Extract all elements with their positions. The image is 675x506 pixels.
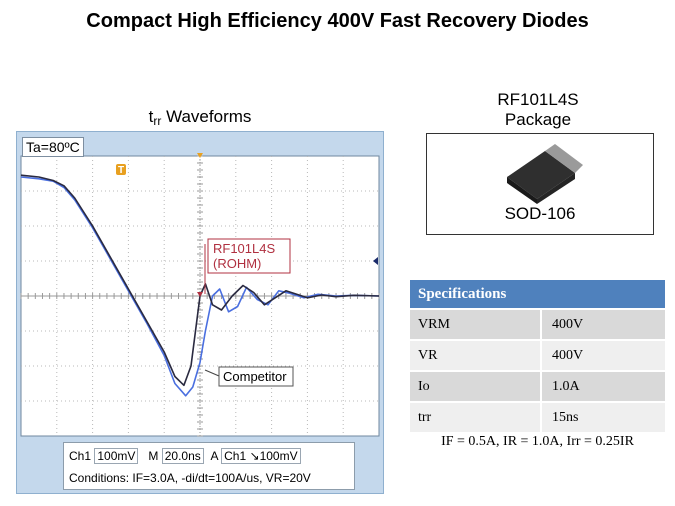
rohm-callout-text-line2: (ROHM) [213,256,261,271]
chart-markers: T [116,153,378,297]
package-part-number: RF101L4S [497,90,579,109]
diode-front-face [537,173,575,204]
trigger-badge-box [116,164,126,175]
table-row: VRM 400V [410,308,665,340]
timebase-label: M [148,449,159,463]
waveform-chart: T RF101L4S (ROHM) Competitor [20,153,380,437]
competitor-callout-text: Competitor [223,369,287,384]
series-line-rf101l4s [20,174,380,387]
trigger-level-marker [373,257,378,265]
oscilloscope-panel: T RF101L4S (ROHM) Competitor Ta=80ºC Ch1… [16,131,384,494]
acquire-label: A [210,449,218,463]
specifications-header: Specifications [410,280,665,309]
page-title: Compact High Efficiency 400V Fast Recove… [86,10,589,32]
diode-top-face [507,151,575,199]
trigger-level: 100mV [259,449,298,463]
series-line-competitor [20,176,380,397]
table-row: trr 15ns [410,401,665,432]
rohm-callout-box [207,238,291,274]
package-name: SOD-106 [504,204,576,223]
spec-param: Io [410,370,541,402]
test-conditions: Conditions: IF=3.0A, -di/dt=100A/us, VR=… [69,471,311,485]
rohm-point-marker [197,292,203,297]
ch1-label: Ch1 [69,449,92,463]
scope-settings-row: Ch1 100mV M 20.0ns A Ch1 ↘100mV [69,448,301,464]
timebase-scale: 20.0ns [161,448,204,464]
table-row: Io 1.0A [410,370,665,402]
spec-value: 1.0A [540,370,665,402]
spec-value: 400V [540,339,665,371]
scope-settings-footer: Ch1 100mV M 20.0ns A Ch1 ↘100mV Conditio… [63,442,355,490]
diode-cathode-band [545,144,583,173]
package-caption: RF101L4S Package [438,90,638,130]
package-image-box: SOD-106 [426,133,654,235]
waveform-caption-t: t [148,107,154,126]
competitor-callout-line [204,369,220,377]
spec-value: 15ns [540,401,665,432]
ch1-scale: 100mV [94,448,139,464]
chart-annotations: RF101L4S (ROHM) Competitor [204,238,294,387]
diode-package-icon [507,144,583,204]
trigger-slope-icon: ↘ [249,449,260,463]
temperature-label: Ta=80ºC [22,137,84,157]
trigger-position-marker [197,153,203,158]
spec-param: trr [410,401,541,432]
trigger-badge-label: T [118,165,124,176]
trigger-badge: T [116,164,126,176]
spec-conditions: IF = 0.5A, IR = 1.0A, Irr = 0.25IR [441,434,634,449]
trigger-setting: Ch1 ↘100mV [221,448,301,464]
spec-param: VRM [410,308,541,340]
diode-side-face [507,177,537,204]
spec-param: VR [410,339,541,371]
waveform-caption-subscript: rr [153,114,162,128]
waveform-caption-text: Waveforms [161,107,252,126]
rohm-callout-text-line1: RF101L4S [213,241,275,256]
specifications-table: Specifications VRM 400V VR 400V Io 1.0A … [410,280,665,432]
package-label: Package [504,110,572,129]
spec-value: 400V [540,308,665,340]
competitor-callout-box [218,366,294,387]
table-row: VR 400V [410,339,665,371]
trigger-channel: Ch1 [224,449,247,463]
chart-series [20,174,380,397]
waveform-caption: trr Waveforms [120,107,280,128]
